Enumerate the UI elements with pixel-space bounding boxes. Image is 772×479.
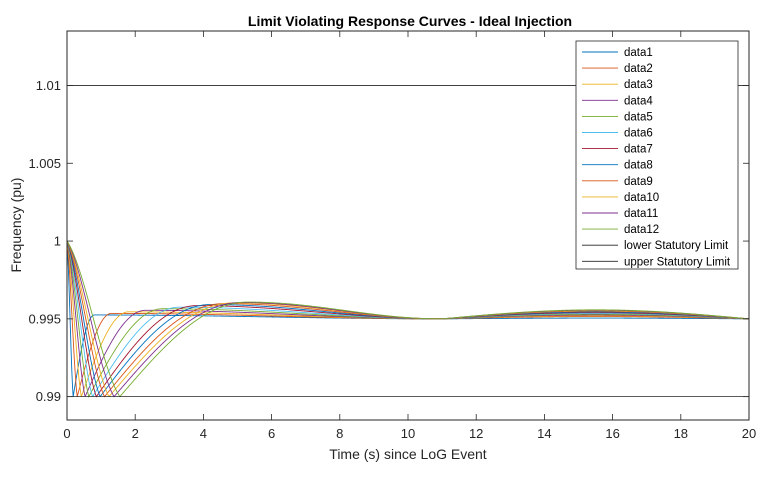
legend-label: data4	[624, 95, 653, 107]
legend-label: data6	[624, 128, 653, 140]
legend-label: data2	[624, 63, 653, 75]
legend-item: data5	[582, 111, 653, 123]
legend-label: data9	[624, 176, 653, 188]
x-tick-label: 18	[674, 426, 688, 441]
x-tick-label: 2	[132, 426, 139, 441]
legend-item: data4	[582, 95, 653, 107]
legend-item: data10	[582, 192, 659, 204]
x-tick-label: 12	[469, 426, 483, 441]
legend-item: data7	[582, 144, 653, 156]
y-tick-label: 1.01	[36, 78, 61, 93]
legend-items: data1 data2 data3 data4 data5 data6 data7 data8…	[582, 47, 731, 268]
x-tick-label: 0	[63, 426, 70, 441]
legend-item: data9	[582, 176, 653, 188]
legend: data1 data2 data3 data4 data5 data6 data7 data8…	[575, 40, 739, 270]
legend-label: data5	[624, 111, 653, 123]
legend-label: data10	[624, 192, 659, 204]
legend-label: data7	[624, 144, 653, 156]
legend-label: data1	[624, 47, 653, 59]
legend-item: data8	[582, 160, 653, 172]
legend-label: data3	[624, 79, 653, 91]
legend-item: lower Statutory Limit	[582, 240, 729, 252]
x-tick-label: 4	[200, 426, 207, 441]
legend-item: data12	[582, 224, 659, 236]
legend-box	[575, 40, 739, 270]
x-tick-label: 20	[742, 426, 756, 441]
legend-label: data12	[624, 224, 659, 236]
legend-item: data3	[582, 79, 653, 91]
x-tick-label: 16	[605, 426, 619, 441]
legend-item: data6	[582, 128, 653, 140]
x-tick-label: 8	[336, 426, 343, 441]
tick-layer: 0 2 4 6 8 10 12 14 16 18 20 0.99 0.995 1 1.005 1.01	[28, 31, 756, 441]
legend-item: data1	[582, 47, 653, 59]
x-tick-label: 14	[537, 426, 551, 441]
x-axis-title: Time (s) since LoG Event	[329, 446, 487, 462]
legend-label: upper Statutory Limit	[624, 256, 731, 268]
x-tick-label: 6	[268, 426, 275, 441]
legend-item: data2	[582, 63, 653, 75]
y-tick-label: 0.99	[36, 389, 61, 404]
series-layer	[66, 240, 750, 398]
y-tick-label: 0.995	[28, 311, 61, 326]
legend-item: data11	[582, 208, 658, 220]
chart-title: Limit Violating Response Curves - Ideal …	[248, 13, 572, 29]
legend-item: upper Statutory Limit	[582, 256, 731, 268]
y-tick-label: 1.005	[28, 156, 61, 171]
legend-label: data8	[624, 160, 653, 172]
y-axis-title: Frequency (pu)	[8, 178, 24, 273]
legend-label: lower Statutory Limit	[624, 240, 729, 252]
y-tick-label: 1	[54, 234, 61, 249]
series-line-data12	[66, 240, 750, 397]
x-tick-label: 10	[401, 426, 415, 441]
legend-label: data11	[624, 208, 658, 220]
